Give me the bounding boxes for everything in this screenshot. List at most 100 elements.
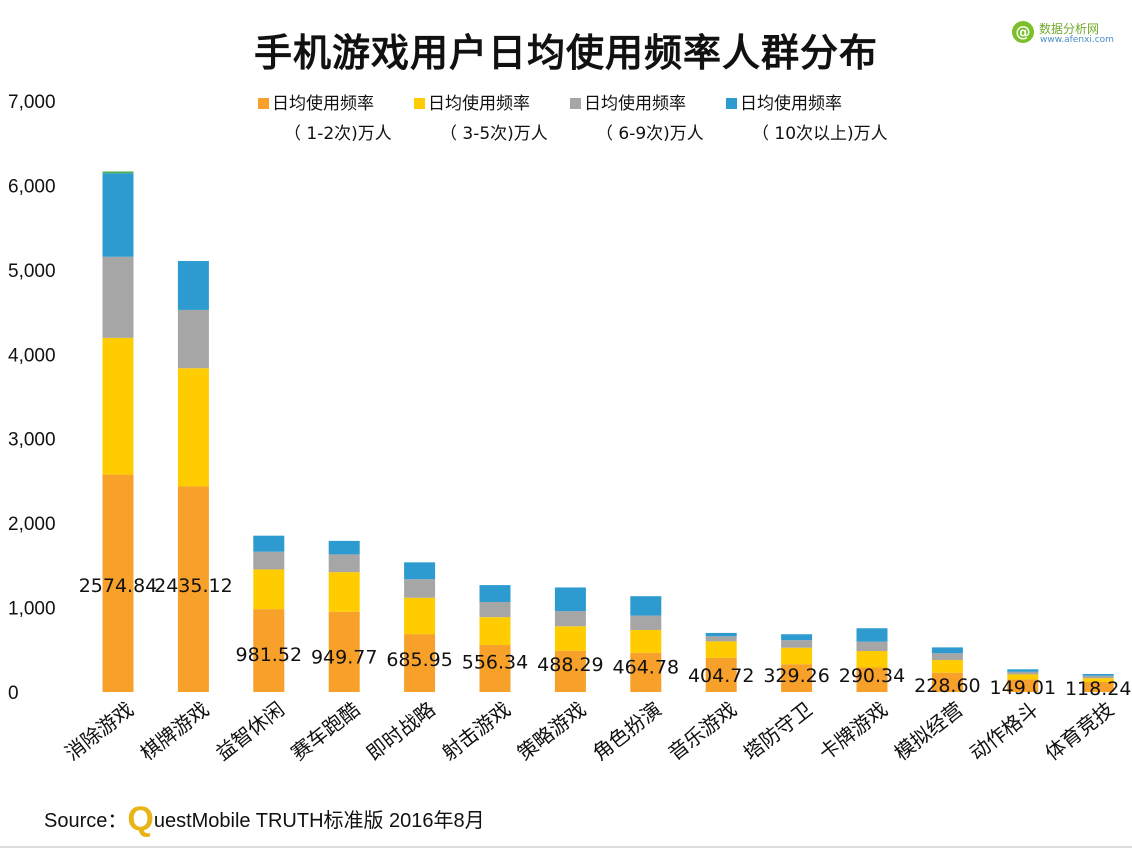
x-category-label: 角色扮演 <box>588 697 666 765</box>
bar-segment-series-0 <box>404 634 436 692</box>
legend-label-6-9-line1: 日均使用频率 <box>584 94 686 114</box>
bar-segment-series-1 <box>931 660 963 673</box>
x-category-label: 音乐游戏 <box>663 697 741 765</box>
legend-swatch-3-5 <box>414 98 425 109</box>
chart-title: 手机游戏用户日均使用频率人群分布 <box>253 31 878 75</box>
bar-segment-series-2 <box>328 554 360 573</box>
legend-label-6-9-line2: （ 6-9次)万人 <box>596 124 704 144</box>
bar-segment-series-0 <box>253 609 285 692</box>
legend-item-3-5: 日均使用频率 （ 3-5次)万人 <box>414 89 548 149</box>
legend-swatch-10-plus <box>726 98 737 109</box>
bar-segment-series-0 <box>479 645 511 692</box>
bar-segment-series-1 <box>102 337 134 475</box>
y-tick-label: 0 <box>8 683 19 704</box>
bar-segment-series-3 <box>102 173 134 257</box>
bar-segment-series-0 <box>931 672 963 692</box>
bar-segment-series-0 <box>630 652 662 692</box>
legend-item-10-plus: 日均使用频率 （ 10次以上)万人 <box>726 89 888 149</box>
x-category-label: 益智休闲 <box>211 697 289 765</box>
bar-segment-series-3 <box>253 535 285 552</box>
bar-segment-series-3 <box>931 647 963 654</box>
y-tick-label: 7,000 <box>8 92 56 113</box>
bar-segment-series-0 <box>705 657 737 692</box>
bar-segment-series-0 <box>328 611 360 692</box>
x-category-label: 射击游戏 <box>437 697 515 765</box>
bar-segment-series-0 <box>1082 682 1114 692</box>
bar-segment-series-2 <box>253 551 285 570</box>
bar-value-label: 228.60 <box>914 675 980 697</box>
bar-segment-series-2 <box>554 611 586 627</box>
y-tick-label: 5,000 <box>8 261 56 282</box>
y-tick-label: 4,000 <box>8 345 56 366</box>
bar-segment-series-2 <box>856 641 888 652</box>
bar-value-label: 981.52 <box>236 644 302 666</box>
bottom-divider <box>0 846 1132 848</box>
bar-segment-series-3 <box>404 562 436 580</box>
bar-segment-series-2 <box>1082 675 1114 679</box>
bar-segment-series-0 <box>1007 679 1039 692</box>
bar-segment-series-1 <box>856 651 888 668</box>
bar-segment-series-2 <box>102 256 134 338</box>
bar-value-label: 556.34 <box>462 652 528 674</box>
bar-value-label: 290.34 <box>839 665 905 687</box>
bar-segment-series-3 <box>177 260 209 310</box>
legend-item-1-2: 日均使用频率 （ 1-2次)万人 <box>258 89 392 149</box>
legend-label-3-5-line1: 日均使用频率 <box>428 94 530 114</box>
x-category-label: 即时战略 <box>362 697 440 765</box>
bar-segment-extra <box>102 171 134 174</box>
bar-segment-series-0 <box>102 474 134 692</box>
bar-segment-series-1 <box>253 569 285 610</box>
y-tick-label: 2,000 <box>8 514 56 535</box>
legend-item-6-9: 日均使用频率 （ 6-9次)万人 <box>570 89 704 149</box>
legend-label-1-2-line1: 日均使用频率 <box>272 94 374 114</box>
bar-segment-series-2 <box>1007 671 1039 675</box>
bar-segment-series-0 <box>177 486 209 692</box>
logo-url: www.afenxi.com <box>1040 35 1114 45</box>
bar-segment-series-2 <box>781 640 813 648</box>
legend-label-3-5-line2: （ 3-5次)万人 <box>440 124 548 144</box>
bar-segment-series-0 <box>781 664 813 692</box>
bar-value-label: 685.95 <box>386 649 452 671</box>
bar-segment-series-3 <box>705 632 737 637</box>
bar-segment-series-1 <box>328 572 360 612</box>
bar-segment-series-3 <box>328 540 360 555</box>
bar-segment-series-1 <box>177 368 209 487</box>
y-tick-label: 1,000 <box>8 599 56 620</box>
bar-value-label: 464.78 <box>613 657 679 679</box>
legend-swatch-6-9 <box>570 98 581 109</box>
source-prefix: Source： <box>44 810 128 832</box>
bar-segment-series-1 <box>404 597 436 635</box>
x-category-label: 模拟经营 <box>890 697 968 765</box>
afenxi-logo: @ 数据分析网 www.afenxi.com <box>1012 18 1124 50</box>
legend-label-10-plus-line1: 日均使用频率 <box>740 94 842 114</box>
bar-segment-series-3 <box>1007 669 1039 672</box>
bar-value-label: 2574.84 <box>79 575 158 597</box>
x-category-label: 策略游戏 <box>513 697 591 765</box>
y-tick-label: 6,000 <box>8 176 56 197</box>
x-category-label: 体育竞技 <box>1040 697 1118 765</box>
bar-segment-series-1 <box>1082 678 1114 683</box>
bar-segment-series-3 <box>479 585 511 602</box>
bar-value-label: 404.72 <box>688 665 754 687</box>
x-category-label: 赛车跑酷 <box>286 697 364 765</box>
legend-swatch-1-2 <box>258 98 269 109</box>
bar-segment-series-3 <box>1082 673 1114 676</box>
bar-segment-series-2 <box>931 653 963 661</box>
source-note: Source：QuestMobile TRUTH标准版 2016年8月 <box>44 800 485 839</box>
bar-segment-series-3 <box>781 634 813 641</box>
bar-segment-series-2 <box>630 615 662 630</box>
x-category-label: 塔防守卫 <box>739 697 817 765</box>
bar-segment-series-1 <box>630 629 662 653</box>
y-tick-label: 3,000 <box>8 430 56 451</box>
bar-segment-series-1 <box>1007 674 1039 680</box>
x-category-label: 卡牌游戏 <box>814 697 892 765</box>
bar-value-label: 949.77 <box>311 647 377 669</box>
bar-value-label: 329.26 <box>763 665 829 687</box>
bar-value-label: 118.24 <box>1065 678 1131 700</box>
legend-label-1-2-line2: （ 1-2次)万人 <box>284 124 392 144</box>
legend-label-10-plus-line2: （ 10次以上)万人 <box>752 124 888 144</box>
bar-segment-series-2 <box>404 579 436 598</box>
bar-segment-series-3 <box>554 587 586 612</box>
bar-segment-series-1 <box>554 626 586 651</box>
